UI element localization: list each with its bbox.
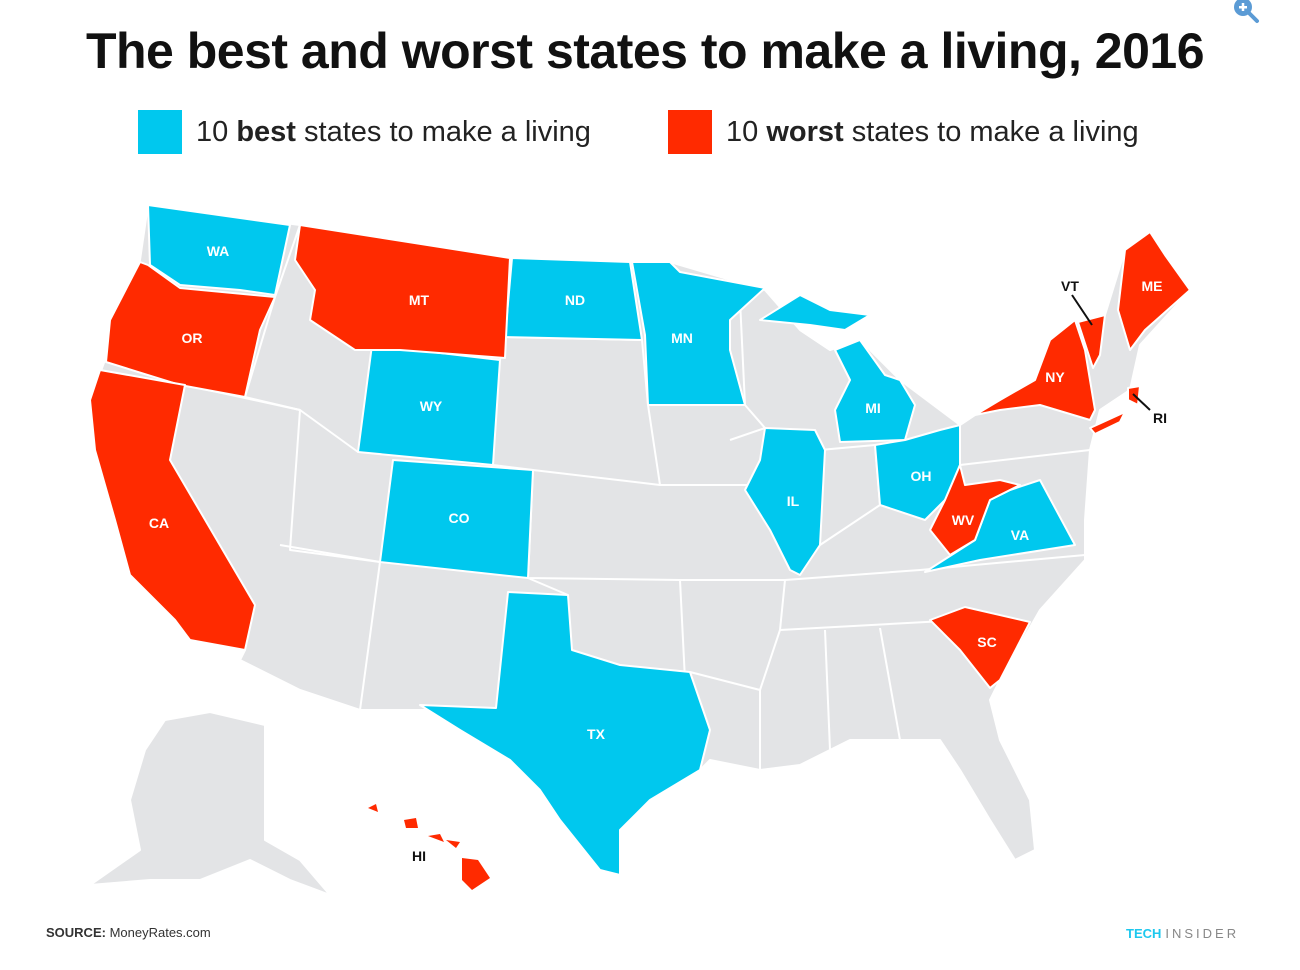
label-ca: CA <box>149 515 169 531</box>
state-labels: WA OR CA MT WY CO ND MN TX IL MI OH WV V… <box>149 243 1167 864</box>
label-mt: MT <box>409 292 430 308</box>
state-ca <box>89 369 256 651</box>
label-oh: OH <box>911 468 932 484</box>
label-wy: WY <box>420 398 443 414</box>
label-sc: SC <box>977 634 996 650</box>
label-ny: NY <box>1045 369 1065 385</box>
map-title: The best and worst states to make a livi… <box>85 23 1205 79</box>
state-mt <box>294 224 511 359</box>
zoom-in-icon[interactable] <box>1230 0 1262 28</box>
state-mi-upper <box>759 294 871 331</box>
legend-swatch-worst <box>668 110 712 154</box>
state-tx <box>419 591 711 876</box>
state-alaska <box>89 711 331 896</box>
state-or <box>105 261 276 398</box>
state-ny-long-island <box>1089 411 1126 435</box>
state-sc <box>929 606 1031 689</box>
state-ny <box>974 319 1096 421</box>
state-wv <box>929 464 1021 556</box>
label-or: OR <box>182 330 203 346</box>
label-mn: MN <box>671 330 693 346</box>
label-il: IL <box>787 493 800 509</box>
legend-swatch-best <box>138 110 182 154</box>
state-mn <box>631 261 766 406</box>
label-mi: MI <box>865 400 881 416</box>
state-vt <box>1077 314 1106 369</box>
legend-best: 10 best states to make a living <box>138 110 591 154</box>
label-nd: ND <box>565 292 585 308</box>
state-il <box>744 427 826 576</box>
label-ri: RI <box>1153 410 1167 426</box>
label-wv: WV <box>952 512 975 528</box>
legend-worst-label: 10 worst states to make a living <box>726 115 1139 148</box>
label-hi: HI <box>412 848 426 864</box>
label-va: VA <box>1011 527 1029 543</box>
legend-best-label: 10 best states to make a living <box>196 115 591 148</box>
state-wa <box>147 204 291 296</box>
label-tx: TX <box>587 726 606 742</box>
label-vt: VT <box>1061 278 1079 294</box>
brand-logo: TECH INSIDER <box>1126 926 1240 941</box>
legend-worst: 10 worst states to make a living <box>668 110 1139 154</box>
callout-lines <box>1071 294 1151 411</box>
label-wa: WA <box>207 243 230 259</box>
state-hi <box>368 804 490 890</box>
state-mi-lower <box>834 339 916 443</box>
state-me <box>1117 231 1191 351</box>
state-co <box>379 459 534 579</box>
label-me: ME <box>1142 278 1163 294</box>
source-note: SOURCE: MoneyRates.com <box>46 925 211 940</box>
label-co: CO <box>449 510 470 526</box>
